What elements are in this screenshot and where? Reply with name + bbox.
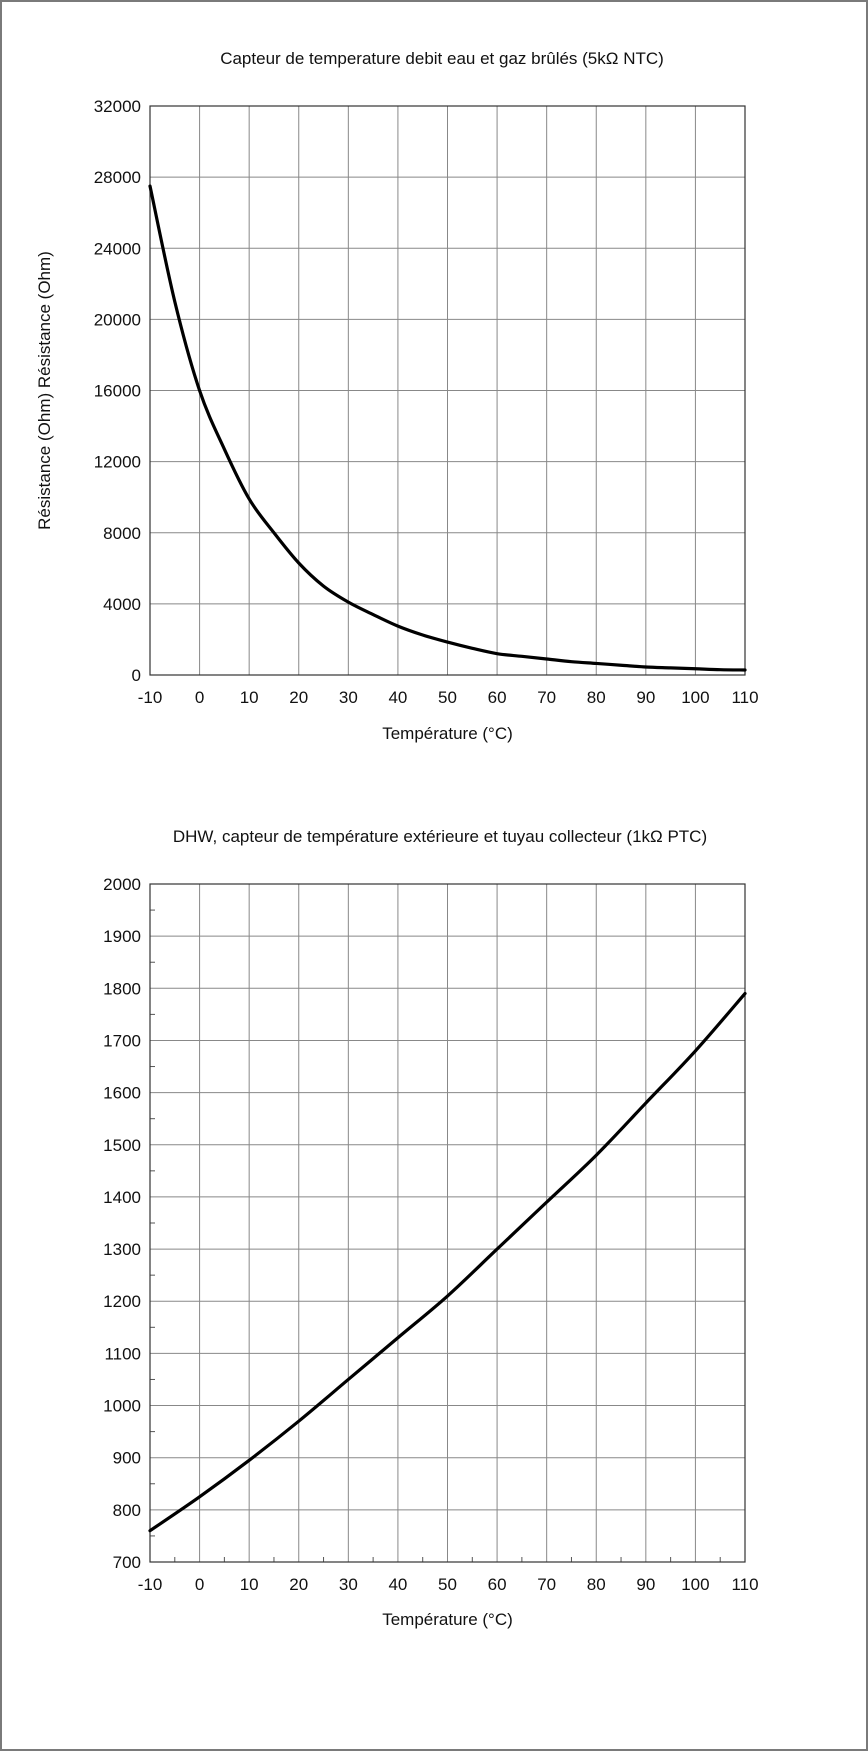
chart2-y-tick-label: 1400 [103,1188,141,1207]
chart1-y-axis-label: Résistance (Ohm) Résistance (Ohm) [35,251,54,530]
chart2-y-tick-label: 700 [113,1553,141,1572]
chart2-y-tick-label: 1900 [103,927,141,946]
chart2-y-tick-label: 800 [113,1501,141,1520]
chart2-x-tick-label: 70 [537,1575,556,1594]
chart2-y-tick-label: 1300 [103,1240,141,1259]
chart2-y-tick-label: 1100 [104,1344,141,1363]
chart2-x-tick-label: 50 [438,1575,457,1594]
chart2-x-tick-label: 20 [289,1575,308,1594]
chart1-x-tick-label: -10 [138,688,163,707]
chart2-series-line [148,991,747,1533]
chart2-x-tick-label: 40 [388,1575,407,1594]
chart2-x-tick-label: 110 [731,1575,758,1594]
chart1-x-tick-label: 90 [636,688,655,707]
chart1-x-tick-label: 50 [438,688,457,707]
chart2-y-tick-label: 2000 [103,875,141,894]
chart2-x-tick-label: 30 [339,1575,358,1594]
chart1-x-tick-label: 70 [537,688,556,707]
chart2-x-tick-label: 100 [681,1575,709,1594]
chart1-x-tick-label: 40 [388,688,407,707]
chart2-x-tick-label: 0 [195,1575,204,1594]
chart1-y-tick-label: 28000 [94,168,141,187]
chart1-y-tick-label: 4000 [103,595,141,614]
chart1-x-tick-label: 60 [488,688,507,707]
chart1-x-tick-label: 20 [289,688,308,707]
chart2-y-tick-label: 1600 [103,1084,141,1103]
chart2-title: DHW, capteur de température extérieure e… [173,827,707,846]
chart2-y-tick-label: 1000 [103,1397,141,1416]
chart2-x-tick-label: 90 [636,1575,655,1594]
chart1-y-tick-label: 8000 [103,524,141,543]
chart2-x-tick-label: 80 [587,1575,606,1594]
chart2-x-axis-label: Température (°C) [382,1610,513,1629]
chart1-title: Capteur de temperature debit eau et gaz … [220,49,664,68]
chart1-y-tick-label: 20000 [94,310,141,329]
chart2-y-tick-label: 1200 [103,1292,141,1311]
chart1-y-tick-label: 16000 [94,382,141,401]
chart2-plot-frame [149,883,746,1563]
chart1-x-tick-label: 30 [339,688,358,707]
chart1-y-tick-label: 12000 [94,453,141,472]
chart1-x-tick-label: 80 [587,688,606,707]
chart1-x-tick-label: 10 [240,688,259,707]
chart2-y-tick-label: 1700 [103,1031,141,1050]
chart1-x-tick-label: 0 [195,688,204,707]
chart2-y-tick-label: 1800 [103,979,141,998]
chart1-plot-frame [149,105,746,676]
chart1-x-tick-label: 100 [681,688,709,707]
chart1-x-axis-label: Température (°C) [382,724,513,743]
chart1-x-tick-label: 110 [731,688,758,707]
chart1-y-tick-label: 32000 [94,97,141,116]
chart2-y-tick-label: 1500 [103,1136,141,1155]
chart2-x-tick-label: 60 [488,1575,507,1594]
chart2-x-tick-label: 10 [240,1575,259,1594]
chart1-series-line [148,184,747,672]
chart2-x-tick-label: -10 [138,1575,163,1594]
chart2-y-tick-label: 900 [113,1449,141,1468]
chart1-y-tick-label: 0 [132,666,141,685]
chart1-y-tick-label: 24000 [94,239,141,258]
